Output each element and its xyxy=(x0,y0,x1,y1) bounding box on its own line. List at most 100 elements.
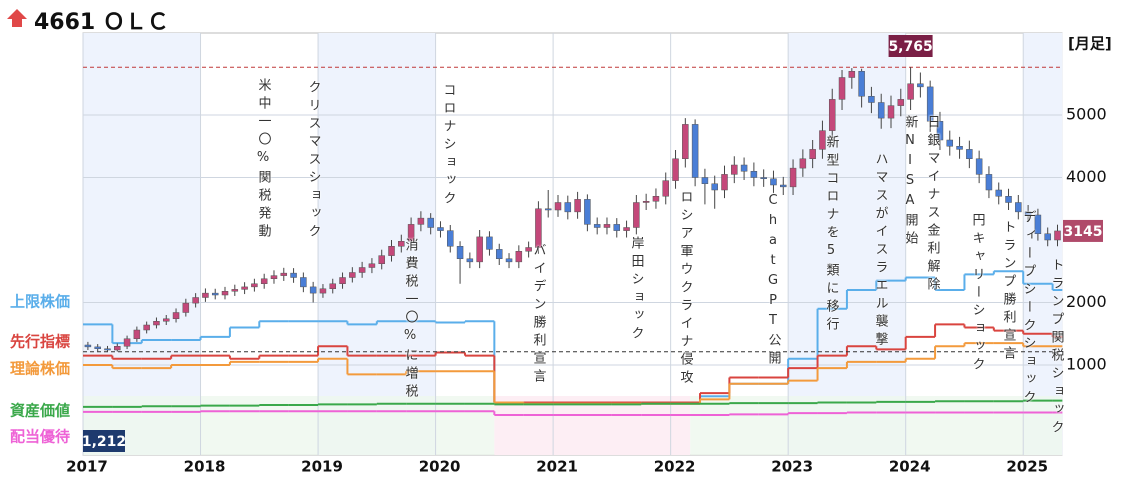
candle-body xyxy=(280,272,288,276)
candle-body xyxy=(760,177,767,179)
candle-body xyxy=(407,224,415,242)
candle-body xyxy=(270,275,278,279)
candle-body xyxy=(456,246,464,259)
candle-body xyxy=(544,208,552,211)
candle-body xyxy=(486,236,493,250)
candle-body xyxy=(1005,196,1012,203)
lower-band xyxy=(690,396,1062,455)
candle-body xyxy=(192,297,199,304)
last-price-box xyxy=(1063,219,1103,242)
candle-body xyxy=(662,180,669,197)
event-annotation: 米中一〇%関税発動 xyxy=(255,78,271,242)
candle-body xyxy=(505,258,513,263)
max-price-box xyxy=(888,35,933,57)
candle-body xyxy=(153,321,160,326)
event-annotation: クリスマスショック xyxy=(305,80,321,242)
event-annotation: ロシア軍ウクライナ侵攻 xyxy=(677,190,693,388)
candle-body xyxy=(574,199,581,213)
candle-body xyxy=(123,338,131,347)
event-annotation: 新型コロナを5類に移行 xyxy=(823,135,839,335)
candle-body xyxy=(995,189,1002,197)
event-annotation: 円キャリーショック xyxy=(969,213,985,375)
x-tick-label: 2018 xyxy=(184,458,226,476)
candle-body xyxy=(231,289,239,292)
candle-body xyxy=(1024,211,1032,216)
min-price-label: 1,212 xyxy=(82,434,126,450)
candle-body xyxy=(211,292,219,296)
candle-body xyxy=(114,346,121,351)
candle-body xyxy=(1034,214,1042,234)
candle-body xyxy=(721,174,728,191)
candle-body xyxy=(329,283,336,289)
candle-body xyxy=(780,184,787,188)
event-annotation: バイデン勝利宣言 xyxy=(530,243,546,387)
candle-body xyxy=(260,278,268,284)
candle-body xyxy=(956,146,963,150)
event-annotation: 新NISA開始 xyxy=(902,115,918,249)
candle-body xyxy=(476,236,483,263)
candle-body xyxy=(770,178,777,186)
legend-label: 配当優待 xyxy=(10,427,71,446)
candle-body xyxy=(623,227,630,231)
candle-body xyxy=(750,171,758,178)
x-tick-label: 2022 xyxy=(654,458,696,476)
event-annotation: ハマスがイスラエル襲撃 xyxy=(872,152,888,350)
event-annotation: 岸田ショック xyxy=(628,236,644,344)
x-tick-label: 2023 xyxy=(771,458,813,476)
year-band xyxy=(1023,33,1063,455)
candle-body xyxy=(613,224,621,231)
candle-body xyxy=(104,348,111,351)
candle-body xyxy=(221,291,229,296)
candle-body xyxy=(731,164,738,175)
event-annotation: トランプ関税ショック xyxy=(1048,258,1064,438)
candle-body xyxy=(133,329,141,339)
candle-body xyxy=(172,312,180,319)
candle-body xyxy=(300,277,307,288)
candle-body xyxy=(388,246,395,256)
candle-body xyxy=(358,267,366,273)
candle-body xyxy=(290,272,297,278)
chart-title: 4661 ＯＬＣ xyxy=(34,10,169,35)
candle-body xyxy=(584,199,591,225)
candle-body xyxy=(603,224,611,228)
candle-body xyxy=(495,249,503,259)
candle-body xyxy=(339,277,346,284)
event-annotation: ChatGPT公開 xyxy=(765,193,781,369)
candle-body xyxy=(789,167,797,188)
candle-body xyxy=(162,318,170,322)
x-tick-label: 2019 xyxy=(301,458,343,476)
candle-body xyxy=(378,255,385,264)
candle-body xyxy=(701,177,709,184)
candle-body xyxy=(241,286,248,290)
x-tick-label: 2021 xyxy=(536,458,578,476)
year-band xyxy=(318,33,436,455)
candle-body xyxy=(143,324,150,331)
candle-body xyxy=(877,102,885,119)
candle-body xyxy=(447,230,454,247)
candle-body xyxy=(202,292,209,298)
candle-body xyxy=(593,224,601,228)
candle-body xyxy=(251,283,258,288)
candle-body xyxy=(84,344,92,348)
candle-body xyxy=(633,202,640,228)
candle-body xyxy=(1015,202,1022,213)
candle-body xyxy=(897,99,905,106)
candle-body xyxy=(642,201,650,203)
event-annotation: コロナショック xyxy=(440,83,456,209)
last-price-label: 3145 xyxy=(1064,224,1103,240)
candle-body xyxy=(368,263,376,268)
candle-body xyxy=(466,258,474,263)
candle-body xyxy=(828,99,836,131)
event-annotation: 日銀マイナス金利解除 xyxy=(924,115,940,295)
candle-body xyxy=(985,174,993,191)
legend-label: 先行指標 xyxy=(10,332,71,351)
min-price-box xyxy=(83,430,125,452)
x-tick-label: 2024 xyxy=(889,458,931,476)
candle-body xyxy=(926,86,934,122)
legend-label: 上限株価 xyxy=(10,292,71,311)
candle-body xyxy=(319,288,327,294)
candle-body xyxy=(917,83,924,88)
candle-body xyxy=(515,251,523,263)
candle-body xyxy=(887,105,895,119)
